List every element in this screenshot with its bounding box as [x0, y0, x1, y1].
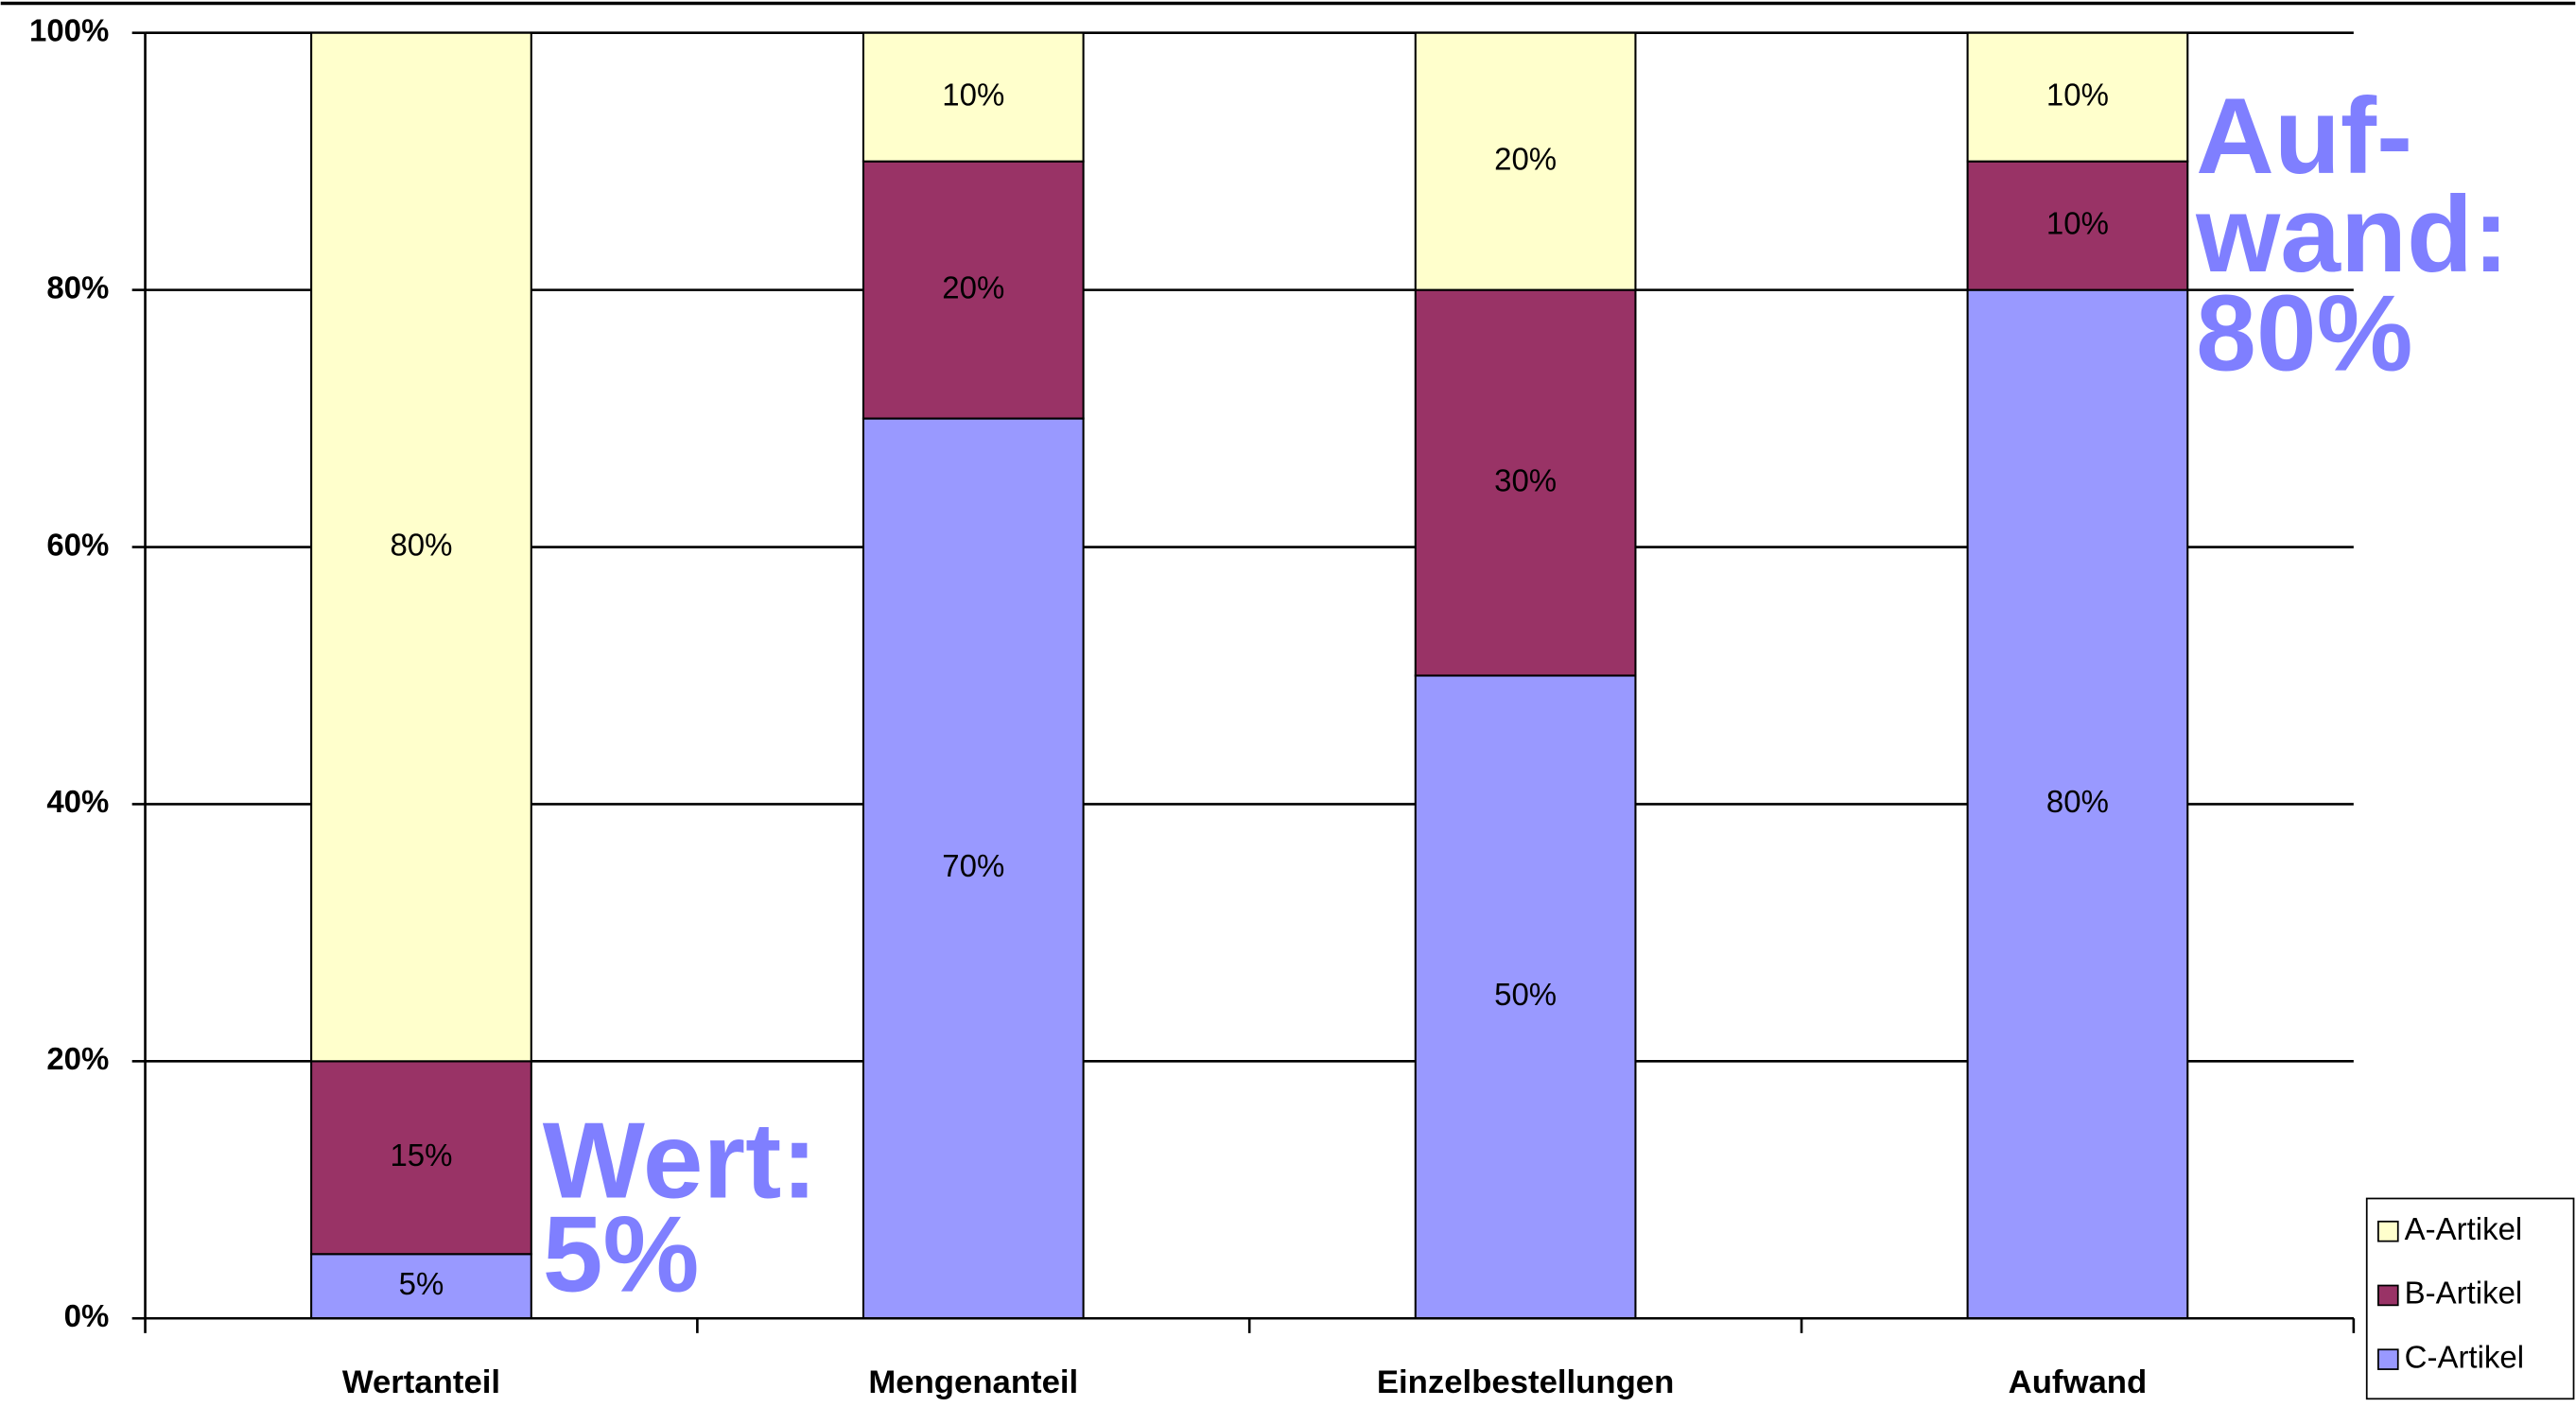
y-tick-label: 80% [46, 269, 109, 304]
value-label: 10% [2046, 205, 2109, 240]
x-tick-label: Aufwand [2009, 1364, 2148, 1400]
x-tick-label: Mengenanteil [868, 1364, 1078, 1400]
value-label: 20% [942, 269, 1004, 304]
bar-segment [1966, 160, 2189, 291]
y-tick-label: 0% [64, 1298, 110, 1333]
value-label: 15% [390, 1138, 452, 1172]
bar-segment [1966, 31, 2189, 163]
legend-label: B-Artikel [2405, 1276, 2523, 1311]
bar-segment [862, 31, 1085, 163]
legend-label: A-Artikel [2405, 1211, 2523, 1246]
y-tick-label: 60% [46, 527, 109, 562]
value-label: 80% [2046, 784, 2109, 819]
annotation: 80% [2196, 272, 2412, 393]
bar-segment [1966, 288, 2189, 1320]
legend-swatch [2377, 1348, 2399, 1370]
y-tick-label: 40% [46, 784, 109, 819]
bar-segment [310, 31, 532, 1063]
bar-segment [1414, 674, 1637, 1320]
value-label: 50% [1494, 977, 1557, 1012]
value-label: 10% [2046, 77, 2109, 112]
value-label: 5% [399, 1266, 444, 1301]
bar-segment [862, 160, 1085, 420]
x-tick-label: Wertanteil [342, 1364, 500, 1400]
value-label: 20% [1494, 141, 1557, 176]
legend-label: C-Artikel [2405, 1339, 2524, 1374]
bar-segment [862, 417, 1085, 1320]
value-label: 30% [1494, 462, 1557, 497]
bar-segment [310, 1253, 532, 1320]
x-tick-label: Einzelbestellungen [1377, 1364, 1674, 1400]
y-tick-label: 100% [29, 12, 109, 47]
legend-box [2365, 1197, 2575, 1400]
legend-swatch [2377, 1220, 2399, 1242]
legend-swatch [2377, 1284, 2399, 1307]
annotation: Auf- [2196, 76, 2412, 197]
value-label: 70% [942, 848, 1004, 883]
bar-segment [1414, 31, 1637, 291]
annotation: 5% [543, 1193, 700, 1314]
y-tick-label: 20% [46, 1041, 109, 1076]
value-label: 10% [942, 77, 1004, 112]
annotation: wand: [2195, 174, 2509, 295]
value-label: 80% [390, 527, 452, 562]
bar-segment [310, 1060, 532, 1256]
annotation: Wert: [543, 1101, 818, 1222]
bar-segment [1414, 288, 1637, 677]
